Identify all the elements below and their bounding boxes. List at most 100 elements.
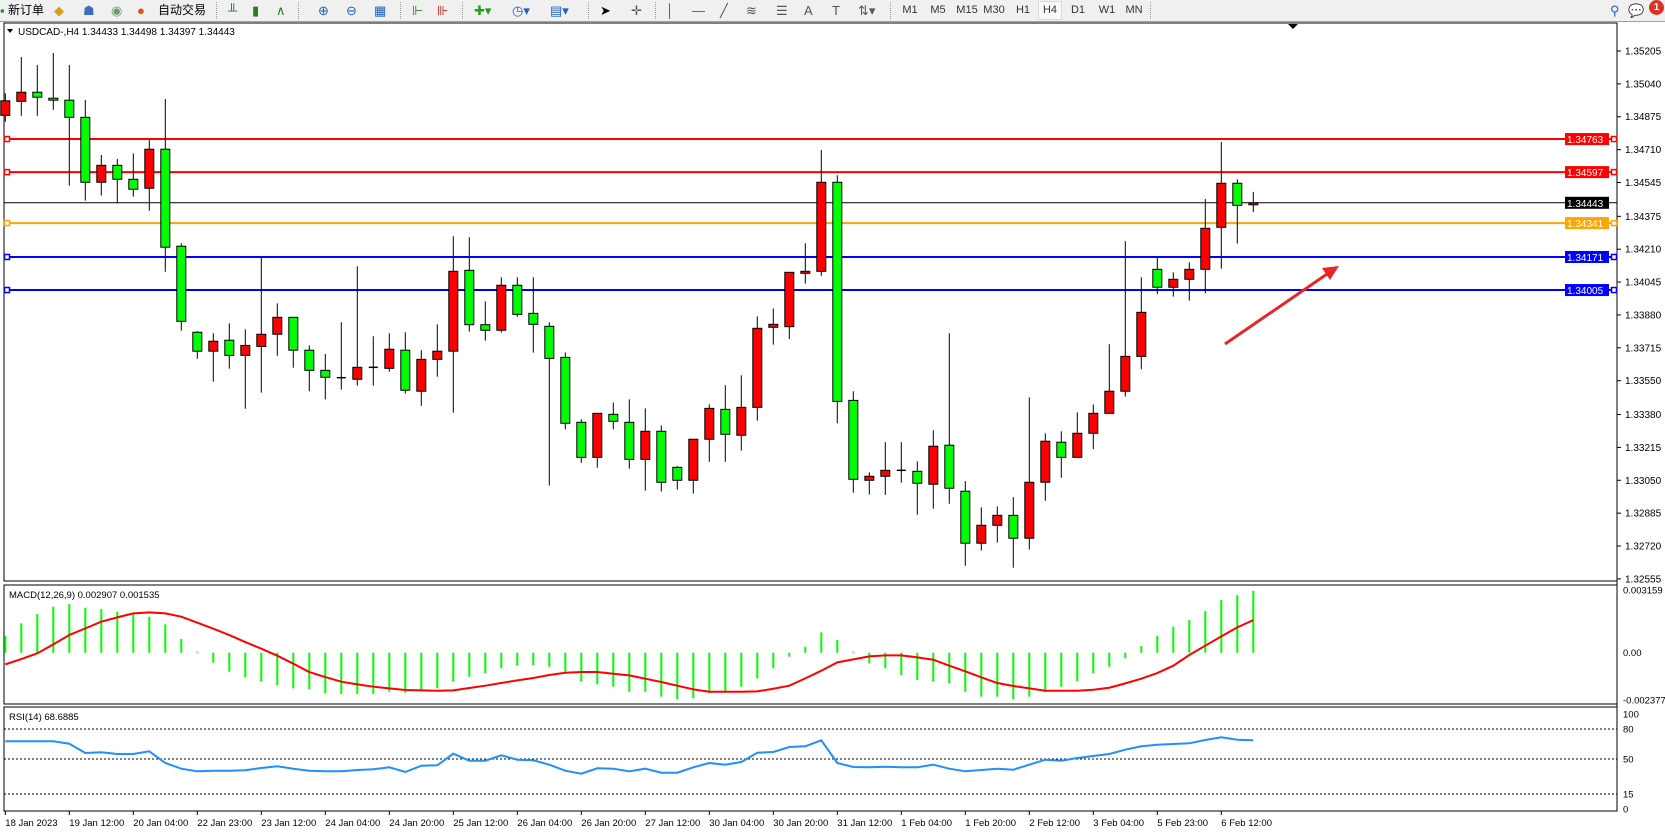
candle — [768, 308, 779, 345]
price-line-label: 1.34443 — [1567, 199, 1604, 210]
line-handle-icon[interactable] — [3, 219, 11, 227]
timeframe-m30[interactable]: M30 — [983, 4, 1005, 16]
timeframe-mn[interactable]: MN — [1125, 4, 1143, 16]
crosshair-icon[interactable]: ✛ — [631, 3, 642, 18]
macd-tick-label: 0.00 — [1623, 648, 1642, 659]
signals-icon[interactable]: ◉ — [111, 3, 123, 18]
candle — [224, 323, 235, 369]
horizontal-line-icon[interactable]: — — [692, 3, 705, 18]
price-tick-label: 1.33550 — [1625, 376, 1662, 387]
indicators-icon[interactable]: ✚▾ — [474, 3, 492, 18]
cursor-icon[interactable]: ➤ — [600, 3, 611, 18]
candle-body — [224, 339, 235, 356]
line-handle-icon[interactable] — [3, 253, 11, 261]
line-handle-icon[interactable] — [1610, 168, 1618, 176]
candle-body — [80, 116, 91, 183]
trendline-icon[interactable]: ╱ — [720, 3, 728, 18]
candle-body — [688, 438, 699, 481]
line-handle-icon[interactable] — [3, 135, 11, 143]
notification-badge[interactable]: 1 — [1649, 0, 1664, 15]
periods-icon[interactable]: ◷▾ — [512, 3, 530, 18]
fibonacci-icon[interactable]: ≋ — [746, 3, 757, 18]
candle — [1216, 142, 1227, 269]
candle — [464, 237, 475, 332]
toolbar-separator — [890, 2, 892, 19]
line-handle-icon[interactable] — [1610, 219, 1618, 227]
chart-shift-marker-icon[interactable] — [1288, 24, 1298, 29]
candle-body — [1072, 432, 1083, 458]
auto-trading-button[interactable]: 自动交易 — [158, 3, 207, 17]
line-handle-icon[interactable] — [3, 286, 11, 294]
search-icon[interactable]: ⚲ — [1610, 3, 1620, 18]
new-order-button[interactable]: 新订单 — [8, 3, 45, 17]
candlestick-icon[interactable]: ▮ — [252, 3, 260, 18]
zoom-out-icon[interactable]: ⊖ — [346, 3, 357, 18]
timeframe-m15[interactable]: M15 — [956, 4, 978, 16]
time-tick-label: 27 Jan 12:00 — [645, 818, 700, 829]
candle — [1232, 179, 1243, 244]
auto-scroll-icon[interactable]: ⊩ — [412, 3, 424, 18]
candle — [480, 301, 491, 341]
chart-header: USDCAD-,H4 1.34433 1.34498 1.34397 1.344… — [18, 27, 235, 38]
candle-body — [464, 269, 475, 326]
candle-body — [992, 514, 1003, 526]
toolbar-separator — [462, 2, 464, 19]
tile-windows-icon[interactable]: ▦ — [374, 3, 387, 18]
candle — [64, 64, 75, 186]
arrows-icon[interactable]: ⇅▾ — [858, 3, 876, 18]
new-order-icon[interactable]: ▪ — [0, 3, 5, 18]
candle — [704, 404, 715, 462]
auto-trading-icon[interactable]: ● — [137, 3, 145, 18]
rsi-panel[interactable]: 100 80 50 15 0 — [3, 706, 1639, 816]
timeframe-d1[interactable]: D1 — [1070, 4, 1086, 16]
candle — [48, 52, 59, 110]
time-tick-label: 30 Jan 20:00 — [773, 818, 828, 829]
fibo-fan-icon[interactable]: ☰ — [776, 3, 788, 18]
candle — [640, 408, 651, 491]
price-panel[interactable]: 1.35205 1.35040 1.34875 1.34710 1.34545 1.343… — [0, 22, 1662, 811]
templates-icon[interactable]: ▤▾ — [550, 3, 569, 18]
line-handle-icon[interactable] — [1610, 286, 1618, 294]
time-axis: 18 Jan 2023 19 Jan 12:00 20 Jan 04:00 22 Ja… — [4, 810, 1617, 829]
zoom-in-icon[interactable]: ⊕ — [318, 3, 329, 18]
candle-body — [0, 100, 11, 116]
candle-body — [480, 324, 491, 331]
price-tick-label: 1.34210 — [1625, 245, 1662, 256]
time-tick-label: 20 Jan 04:00 — [133, 818, 188, 829]
text-icon[interactable]: A — [804, 3, 813, 18]
price-tick-label: 1.32885 — [1625, 509, 1662, 520]
toolbar-separator — [216, 2, 218, 19]
line-chart-icon[interactable]: ∧ — [276, 3, 286, 18]
price-tick-label: 1.33215 — [1625, 443, 1662, 454]
chat-icon[interactable]: 💬 — [1628, 3, 1645, 18]
line-handle-icon[interactable] — [1610, 253, 1618, 261]
line-handle-icon[interactable] — [1610, 135, 1618, 143]
timeframe-h1[interactable]: H1 — [1015, 4, 1031, 16]
chart-shift-icon[interactable]: ⊪ — [437, 3, 449, 18]
vertical-line-icon[interactable]: │ — [666, 3, 675, 18]
rsi-line — [5, 736, 1254, 775]
macd-panel[interactable]: 0.003159 0.00 -0.002377 — [3, 584, 1665, 707]
candle-body — [960, 490, 971, 544]
toolbar: ▪ 新订单 ◆ ☗ ◉ ● 自动交易 ╨ ▮ ∧ ⊕ ⊖ ▦ ⊩ ⊪ ✚▾ ◷▾… — [0, 0, 1665, 22]
price-line-label: 1.34005 — [1567, 286, 1604, 297]
collapse-triangle-icon[interactable] — [7, 29, 13, 33]
line-handle-icon[interactable] — [3, 168, 11, 176]
candle — [912, 461, 923, 515]
timeframe-h4[interactable]: H4 — [1037, 1, 1063, 20]
panel-frame — [3, 22, 1618, 582]
price-tick-label: 1.34875 — [1625, 112, 1662, 123]
bar-chart-icon[interactable]: ╨ — [228, 3, 238, 18]
timeframe-m1[interactable]: M1 — [902, 4, 918, 16]
timeframe-w1[interactable]: W1 — [1098, 4, 1116, 16]
navigator-icon[interactable]: ☗ — [83, 3, 95, 18]
market-watch-icon[interactable]: ◆ — [54, 3, 64, 18]
candle-body — [48, 97, 59, 101]
timeframe-m5[interactable]: M5 — [930, 4, 946, 16]
text-label-icon[interactable]: T — [832, 3, 840, 18]
candle-body — [560, 356, 571, 424]
trend-arrow-annotation[interactable] — [1224, 266, 1339, 346]
time-tick-label: 6 Feb 12:00 — [1221, 818, 1272, 829]
toolbar-separator — [298, 2, 300, 19]
